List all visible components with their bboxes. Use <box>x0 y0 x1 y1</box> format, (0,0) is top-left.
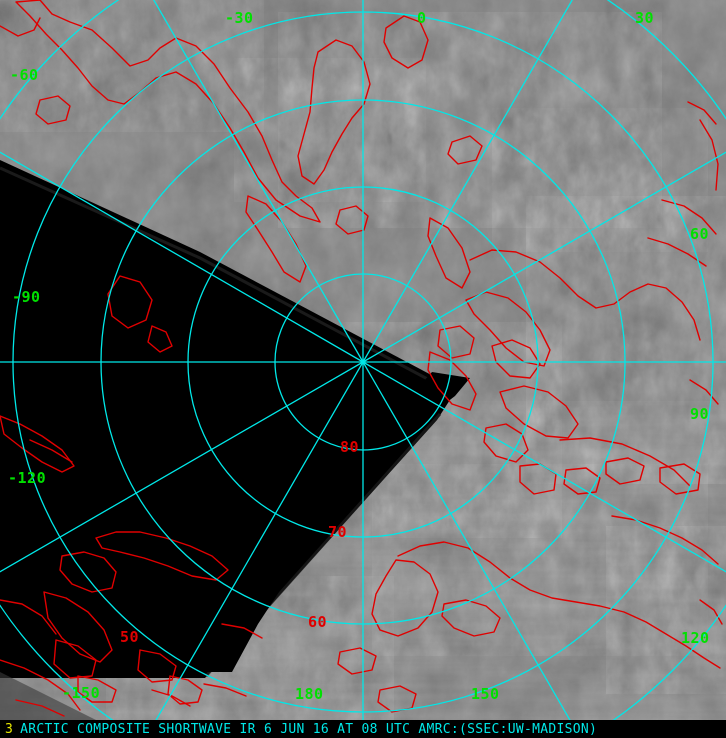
imagery-canvas <box>0 0 726 720</box>
satellite-imagery-panel: -60 -30 0 30 60 90 120 150 180 -150 -120… <box>0 0 726 720</box>
caption-index: 3 <box>5 721 14 737</box>
coastline-overlay <box>0 0 723 717</box>
caption-bar: 3 ARCTIC COMPOSITE SHORTWAVE IR 6 JUN 16… <box>0 720 726 738</box>
meridian-lines <box>0 0 726 720</box>
no-data-lobe <box>196 372 470 672</box>
caption-text: ARCTIC COMPOSITE SHORTWAVE IR 6 JUN 16 A… <box>20 721 598 737</box>
graticule-overlay <box>0 0 726 720</box>
